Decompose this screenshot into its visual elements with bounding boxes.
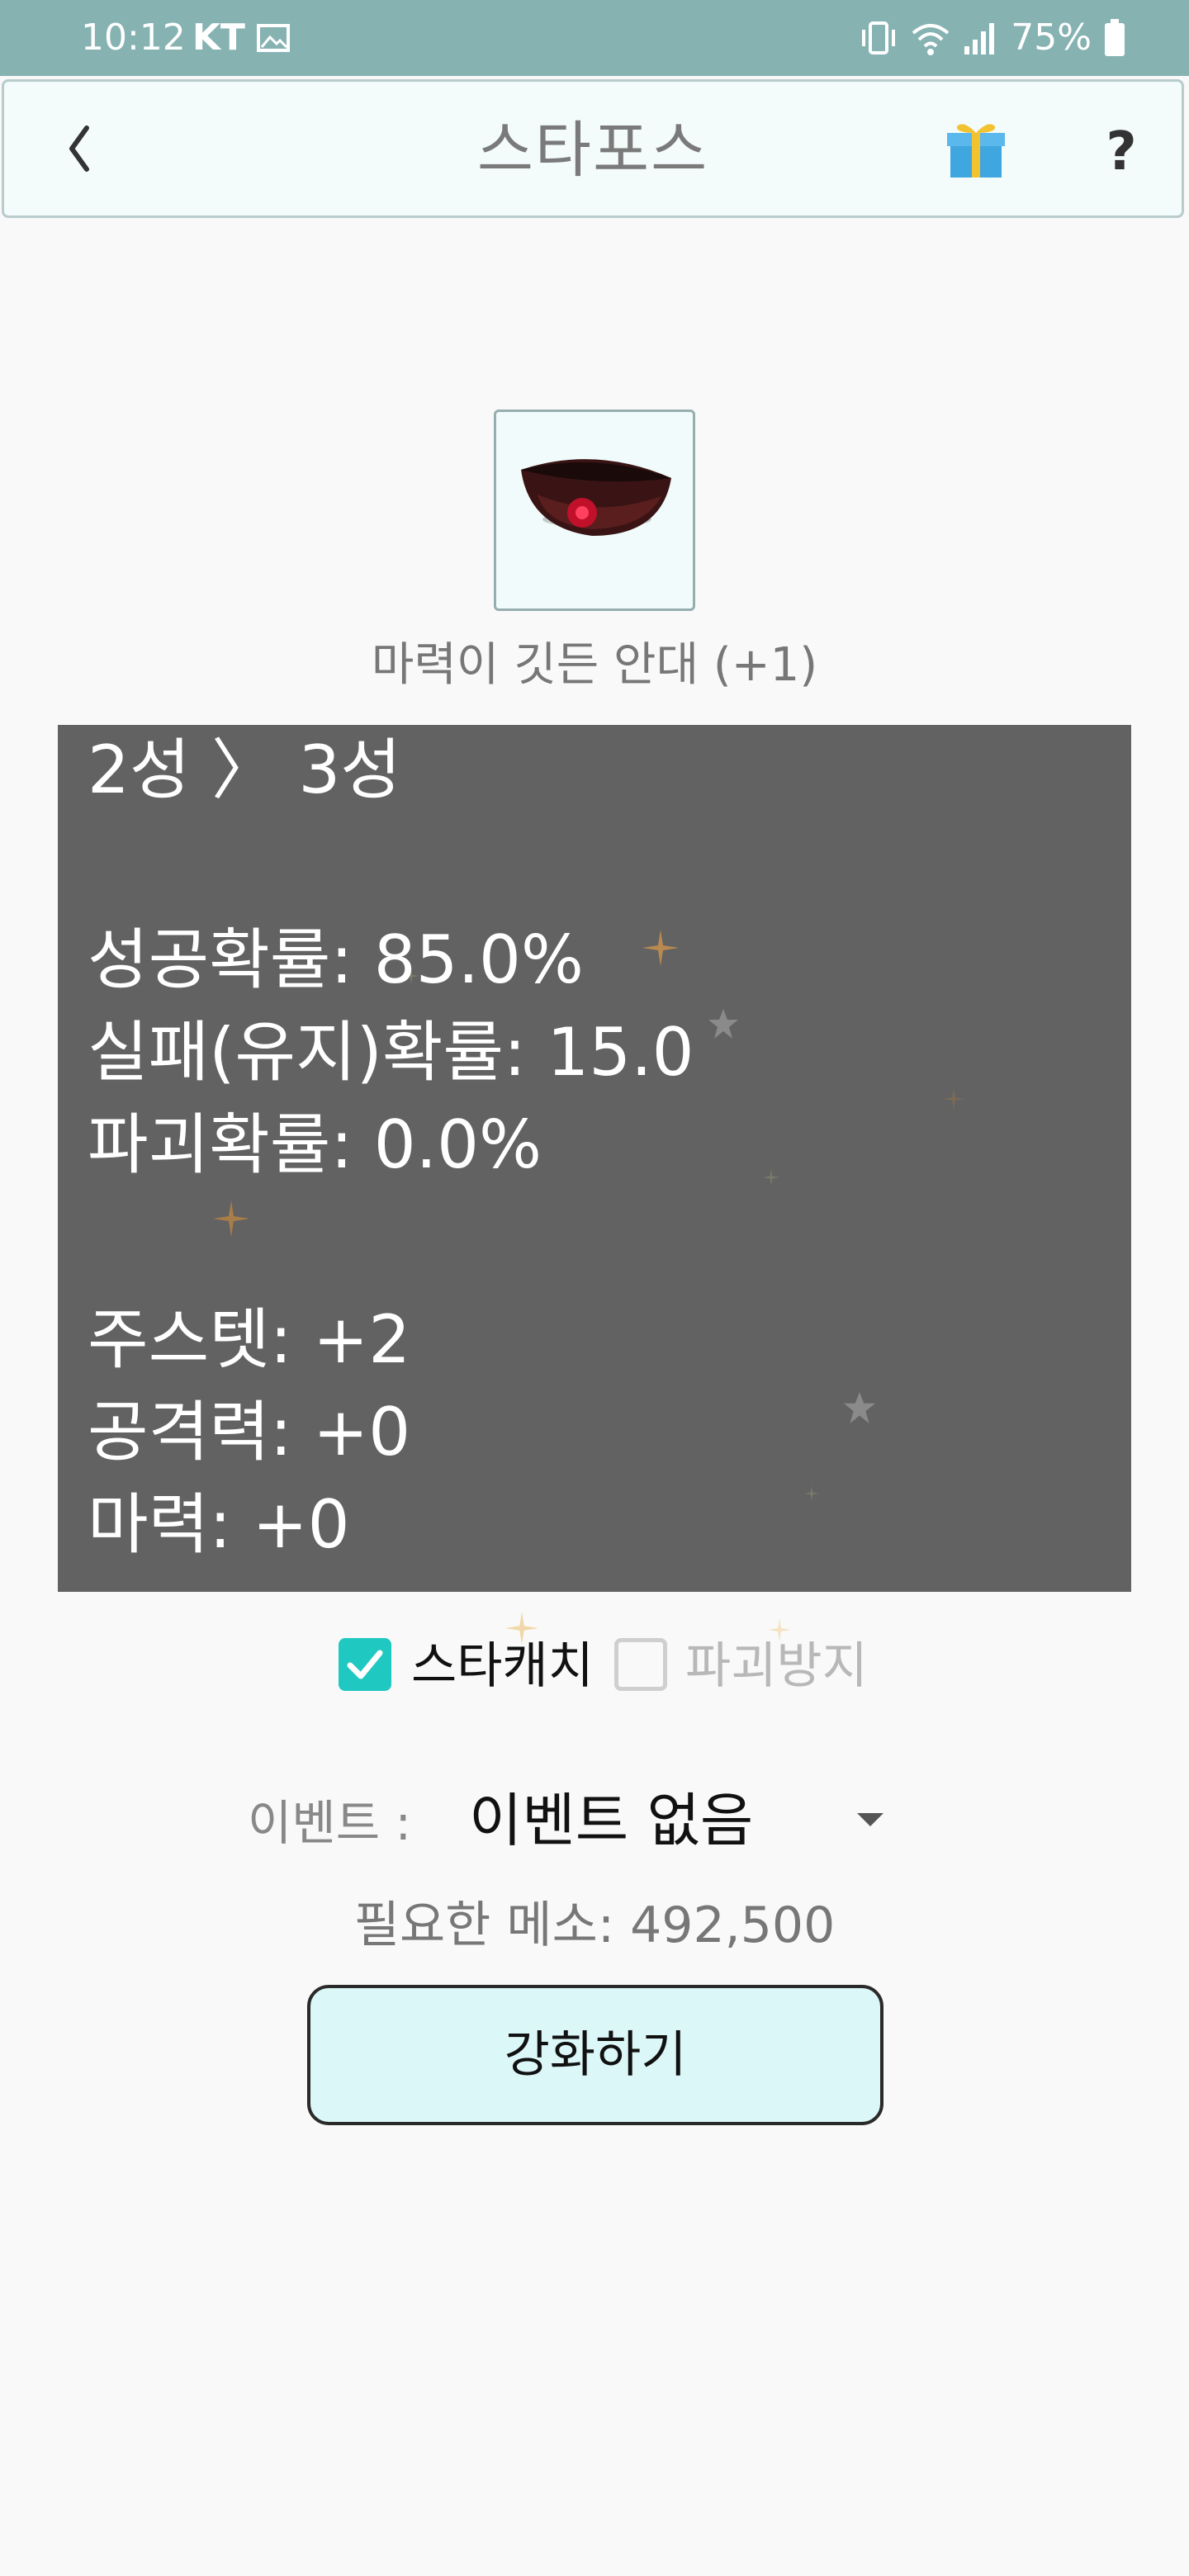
options-row: 스타캐치 파괴방지 bbox=[0, 1612, 1189, 1701]
item-image-frame bbox=[494, 410, 695, 611]
event-select-value: 이벤트 없음 bbox=[469, 1787, 754, 1854]
event-select[interactable]: 이벤트 없음 bbox=[462, 1780, 892, 1859]
eyepatch-item-icon bbox=[521, 459, 671, 536]
protect-label[interactable]: 파괴방지 bbox=[685, 1637, 868, 1695]
required-meso-value: 492,500 bbox=[630, 1896, 836, 1954]
wifi-icon bbox=[912, 24, 950, 55]
vibrate-icon bbox=[862, 21, 896, 54]
battery-icon bbox=[1105, 19, 1125, 56]
sparkle-decoration bbox=[642, 930, 679, 966]
sparkle-decoration bbox=[943, 1088, 964, 1110]
sparkle-decoration bbox=[804, 1486, 819, 1501]
required-meso: 필요한 메소: 492,500 bbox=[0, 1891, 1189, 1960]
status-bar: 10:12 KT 75% bbox=[0, 0, 1189, 76]
starcatch-label[interactable]: 스타캐치 bbox=[411, 1637, 594, 1695]
stat-line-attack: 공격력: +0 bbox=[88, 1394, 411, 1470]
enhance-button[interactable]: 강화하기 bbox=[307, 1985, 883, 2125]
star-decoration bbox=[708, 1009, 738, 1039]
chevron-left-icon bbox=[69, 125, 89, 172]
signal-icon bbox=[964, 23, 995, 54]
item-name: 마력이 깃든 안대 (+1) bbox=[371, 638, 818, 692]
gallery-icon bbox=[256, 24, 290, 52]
status-time: 10:12 bbox=[81, 17, 186, 59]
sparkle-decoration bbox=[768, 1618, 791, 1641]
status-right: 75% bbox=[859, 15, 1126, 61]
battery-percent: 75% bbox=[1011, 17, 1092, 59]
gift-icon bbox=[947, 124, 1005, 178]
back-button[interactable] bbox=[44, 111, 118, 186]
star-decoration bbox=[844, 1392, 875, 1423]
required-meso-label: 필요한 메소: bbox=[353, 1896, 615, 1954]
status-left: 10:12 KT bbox=[81, 15, 290, 61]
status-carrier: KT bbox=[192, 17, 245, 59]
stat-line-destroy-rate: 파괴확률: 0.0% bbox=[88, 1106, 542, 1183]
sparkle-decoration bbox=[763, 1169, 779, 1186]
starcatch-checkbox[interactable] bbox=[339, 1638, 391, 1691]
sparkle-decoration bbox=[505, 1612, 538, 1645]
event-label: 이벤트 : bbox=[248, 1795, 412, 1851]
stat-line-fail-rate: 실패(유지)확률: 15.0 bbox=[88, 1014, 694, 1091]
dropdown-arrow-icon bbox=[857, 1813, 883, 1826]
stat-line-success-rate: 성공확률: 85.0% bbox=[88, 921, 584, 998]
stat-line-main-stat: 주스텟: +2 bbox=[88, 1301, 411, 1378]
stat-line-star-transition: 2성 〉 3성 bbox=[88, 732, 401, 808]
gift-button[interactable] bbox=[945, 118, 1007, 179]
checkmark-icon bbox=[347, 1650, 383, 1679]
sparkle-decoration bbox=[403, 968, 419, 984]
protect-checkbox[interactable] bbox=[614, 1638, 667, 1691]
stat-line-magic: 마력: +0 bbox=[88, 1486, 350, 1563]
page-title: 스타포스 bbox=[476, 115, 709, 186]
sparkle-decoration bbox=[213, 1200, 249, 1237]
app-bar: 스타포스 ? bbox=[2, 79, 1184, 218]
stats-panel: 2성 〉 3성 성공확률: 85.0% 실패(유지)확률: 15.0 파괴확률:… bbox=[58, 725, 1131, 1592]
help-button[interactable]: ? bbox=[1106, 121, 1137, 182]
